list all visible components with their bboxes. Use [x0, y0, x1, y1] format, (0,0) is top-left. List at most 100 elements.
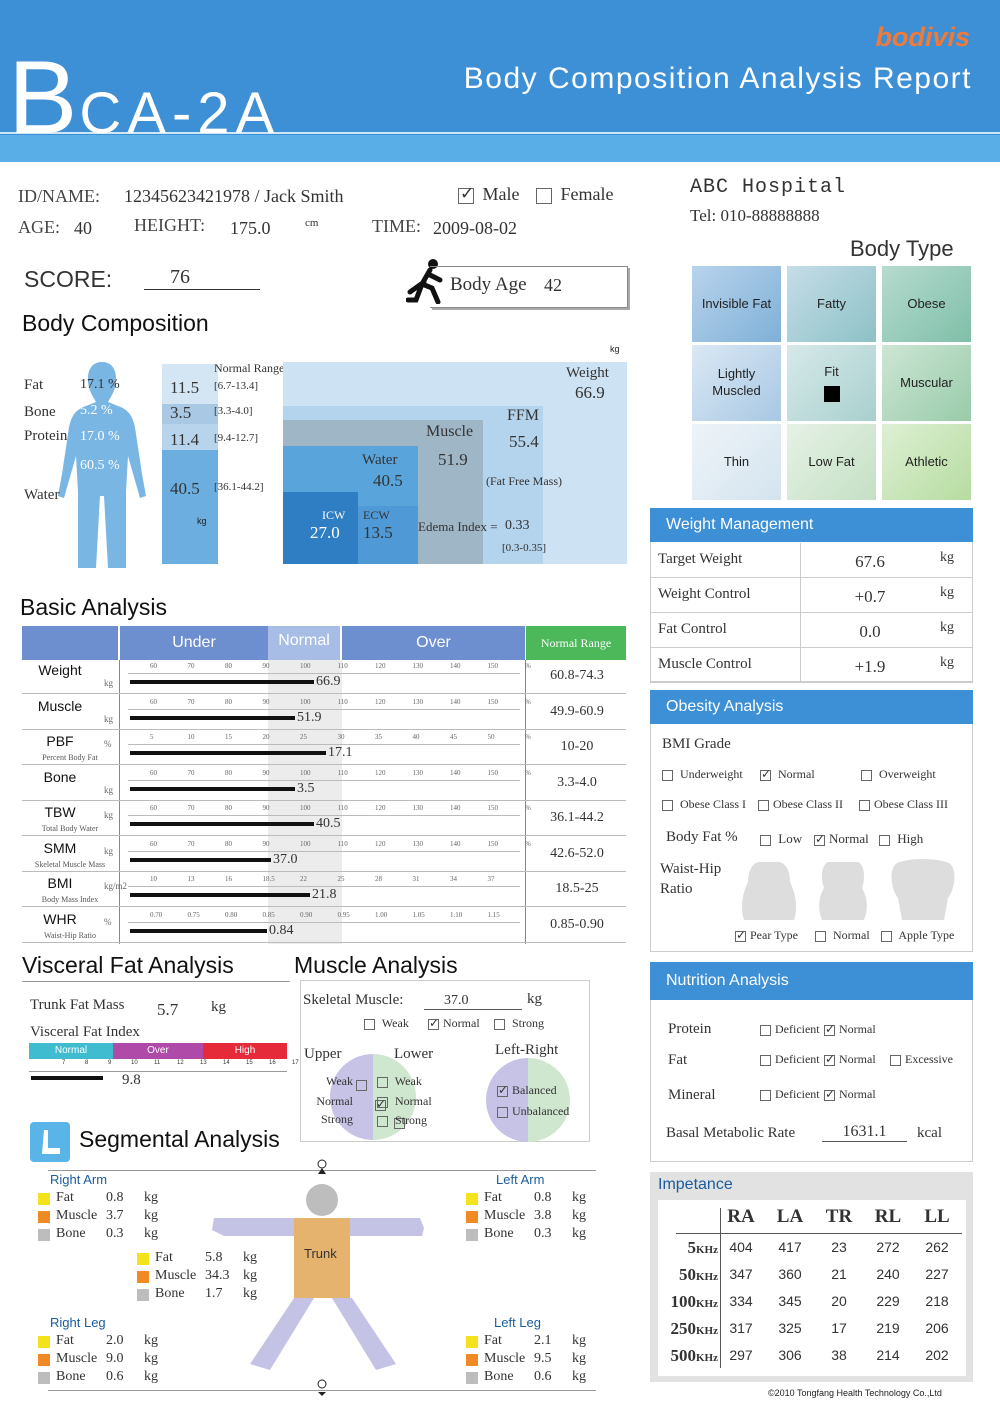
- segment-bone-unit: kg: [243, 1286, 257, 1301]
- underweight-checkbox[interactable]: [662, 769, 673, 781]
- basic-normal-range: 42.6-52.0: [550, 845, 604, 861]
- lower-weak-checkbox[interactable]: [377, 1076, 388, 1088]
- segment-muscle-unit: kg: [572, 1351, 586, 1366]
- skeletal-weak[interactable]: Weak: [364, 1016, 409, 1031]
- bodyfat-high[interactable]: High: [879, 831, 923, 847]
- impedance-cell: 347: [729, 1266, 753, 1282]
- weight-mgmt-label: Weight Control: [658, 586, 751, 602]
- basic-tick-label: 110: [337, 804, 348, 812]
- obese2-checkbox[interactable]: [758, 799, 769, 811]
- sex-male[interactable]: Male: [458, 184, 519, 205]
- fat-excessive-checkbox[interactable]: [890, 1054, 901, 1066]
- water-kg: 40.5: [170, 479, 200, 498]
- bodyfat-normal[interactable]: Normal: [814, 831, 869, 847]
- obese3-checkbox[interactable]: [859, 799, 870, 811]
- basic-tick-label: 90: [262, 662, 270, 670]
- pear-checkbox[interactable]: [735, 928, 746, 943]
- visceral-high-zone: High: [203, 1043, 287, 1059]
- male-checkbox[interactable]: [458, 184, 474, 204]
- bone-label: Bone: [24, 404, 56, 420]
- balanced[interactable]: Balanced: [497, 1083, 557, 1098]
- obese1-checkbox[interactable]: [662, 799, 673, 811]
- bodyfat-normal-checkbox[interactable]: [814, 832, 825, 847]
- weight-mgmt-label: Muscle Control: [658, 656, 752, 672]
- skeletal-strong[interactable]: Strong: [494, 1016, 544, 1031]
- segment-fat-value: 0.8: [106, 1190, 124, 1205]
- segment-muscle-value: 3.8: [534, 1208, 552, 1223]
- skeletal-strong-checkbox[interactable]: [494, 1018, 505, 1030]
- upper-weak-label: Weak: [325, 1074, 353, 1088]
- whr-normal-checkbox[interactable]: [815, 930, 826, 942]
- bone-legend-swatch: [38, 1372, 50, 1384]
- mineral-deficient-checkbox[interactable]: [760, 1089, 771, 1101]
- basic-row-unit: kg: [104, 845, 113, 856]
- bodyfat-low-checkbox[interactable]: [760, 834, 771, 846]
- visceral-over-zone: Over: [113, 1043, 203, 1059]
- balanced-checkbox[interactable]: [497, 1083, 508, 1098]
- impedance-freq: 5KHz: [687, 1238, 719, 1257]
- protein-normal[interactable]: Normal: [824, 1022, 876, 1037]
- fat-deficient-checkbox[interactable]: [760, 1054, 771, 1066]
- basic-value: 37.0: [273, 851, 298, 867]
- upper-weak-checkbox[interactable]: [356, 1079, 367, 1091]
- bmi-obese1[interactable]: Obese Class I: [662, 797, 746, 812]
- normal-checkbox[interactable]: [760, 767, 771, 782]
- unbalanced[interactable]: Unbalanced: [497, 1104, 569, 1119]
- impedance-cell: 227: [925, 1266, 949, 1282]
- lower-strong-checkbox[interactable]: [377, 1115, 388, 1127]
- basic-tick-label: 31: [412, 875, 420, 883]
- protein-deficient[interactable]: Deficient: [760, 1022, 820, 1037]
- bodyfat-low[interactable]: Low: [760, 831, 802, 847]
- basic-value-bar: [130, 715, 295, 720]
- bmi-normal[interactable]: Normal: [760, 767, 815, 782]
- unbalanced-checkbox[interactable]: [497, 1106, 508, 1118]
- lower-strong[interactable]: Strong: [377, 1113, 427, 1128]
- visceral-tick: 7: [62, 1060, 66, 1066]
- skeletal-normal[interactable]: Normal: [428, 1016, 480, 1031]
- basic-tick-label: 10: [187, 733, 195, 741]
- bodyfat-high-checkbox[interactable]: [879, 834, 890, 846]
- segment-fat-label: Fat: [155, 1250, 173, 1265]
- fat-normal[interactable]: Normal: [824, 1052, 876, 1067]
- lower-normal[interactable]: Normal: [377, 1094, 432, 1109]
- mineral-deficient[interactable]: Deficient: [760, 1087, 820, 1102]
- lower-weak[interactable]: Weak: [377, 1074, 422, 1089]
- skeletal-weak-checkbox[interactable]: [364, 1018, 375, 1030]
- edema-range: [0.3-0.35]: [502, 542, 546, 554]
- basic-tick-label: 90: [262, 839, 270, 848]
- mineral-normal-checkbox[interactable]: [824, 1087, 835, 1102]
- bmi-obese3[interactable]: Obese Class III: [859, 797, 948, 812]
- female-checkbox[interactable]: [536, 187, 552, 204]
- segment-muscle-label: Muscle: [56, 1208, 98, 1223]
- mineral-normal[interactable]: Normal: [824, 1087, 876, 1102]
- basic-row-weight: Weight kg 60 70 80 90 100 110 120 130 140 150% 66.9 6…: [22, 660, 626, 694]
- lower-normal-checkbox[interactable]: [377, 1096, 388, 1108]
- bmi-underweight[interactable]: Underweight: [662, 767, 743, 782]
- skeletal-normal-checkbox[interactable]: [428, 1016, 439, 1031]
- whr-normal[interactable]: Normal: [815, 928, 870, 943]
- whr-pear[interactable]: Pear Type: [735, 928, 798, 943]
- fat-deficient[interactable]: Deficient: [760, 1052, 820, 1067]
- upper-normal-checkbox[interactable]: [375, 1097, 386, 1112]
- bmi-overweight[interactable]: Overweight: [861, 767, 936, 782]
- score-value: 76: [144, 266, 260, 290]
- fat-legend-swatch: [466, 1193, 478, 1205]
- edema-label: Edema Index =: [418, 519, 498, 534]
- whr-apple[interactable]: Apple Type: [881, 928, 954, 943]
- sex-female[interactable]: Female: [536, 184, 613, 205]
- overweight-checkbox[interactable]: [861, 769, 872, 781]
- bmi-obese2[interactable]: Obese Class II: [758, 797, 843, 812]
- upper-strong-checkbox[interactable]: [394, 1117, 405, 1129]
- basic-tick-label: 120: [375, 768, 386, 777]
- height-value: 175.0: [230, 218, 271, 238]
- icw-value: 27.0: [310, 523, 340, 542]
- segment-muscle-value: 34.3: [205, 1268, 230, 1283]
- protein-deficient-checkbox[interactable]: [760, 1024, 771, 1036]
- segment-bone-unit: kg: [144, 1369, 158, 1384]
- fat-excessive[interactable]: Excessive: [890, 1052, 953, 1067]
- fat-normal-checkbox[interactable]: [824, 1052, 835, 1067]
- basic-row-smm: SMM Skeletal Muscle Mass kg 60 70 80 90 100 110 1…: [22, 838, 626, 872]
- basic-row-unit: kg: [104, 810, 113, 820]
- protein-normal-checkbox[interactable]: [824, 1022, 835, 1037]
- apple-checkbox[interactable]: [881, 930, 892, 942]
